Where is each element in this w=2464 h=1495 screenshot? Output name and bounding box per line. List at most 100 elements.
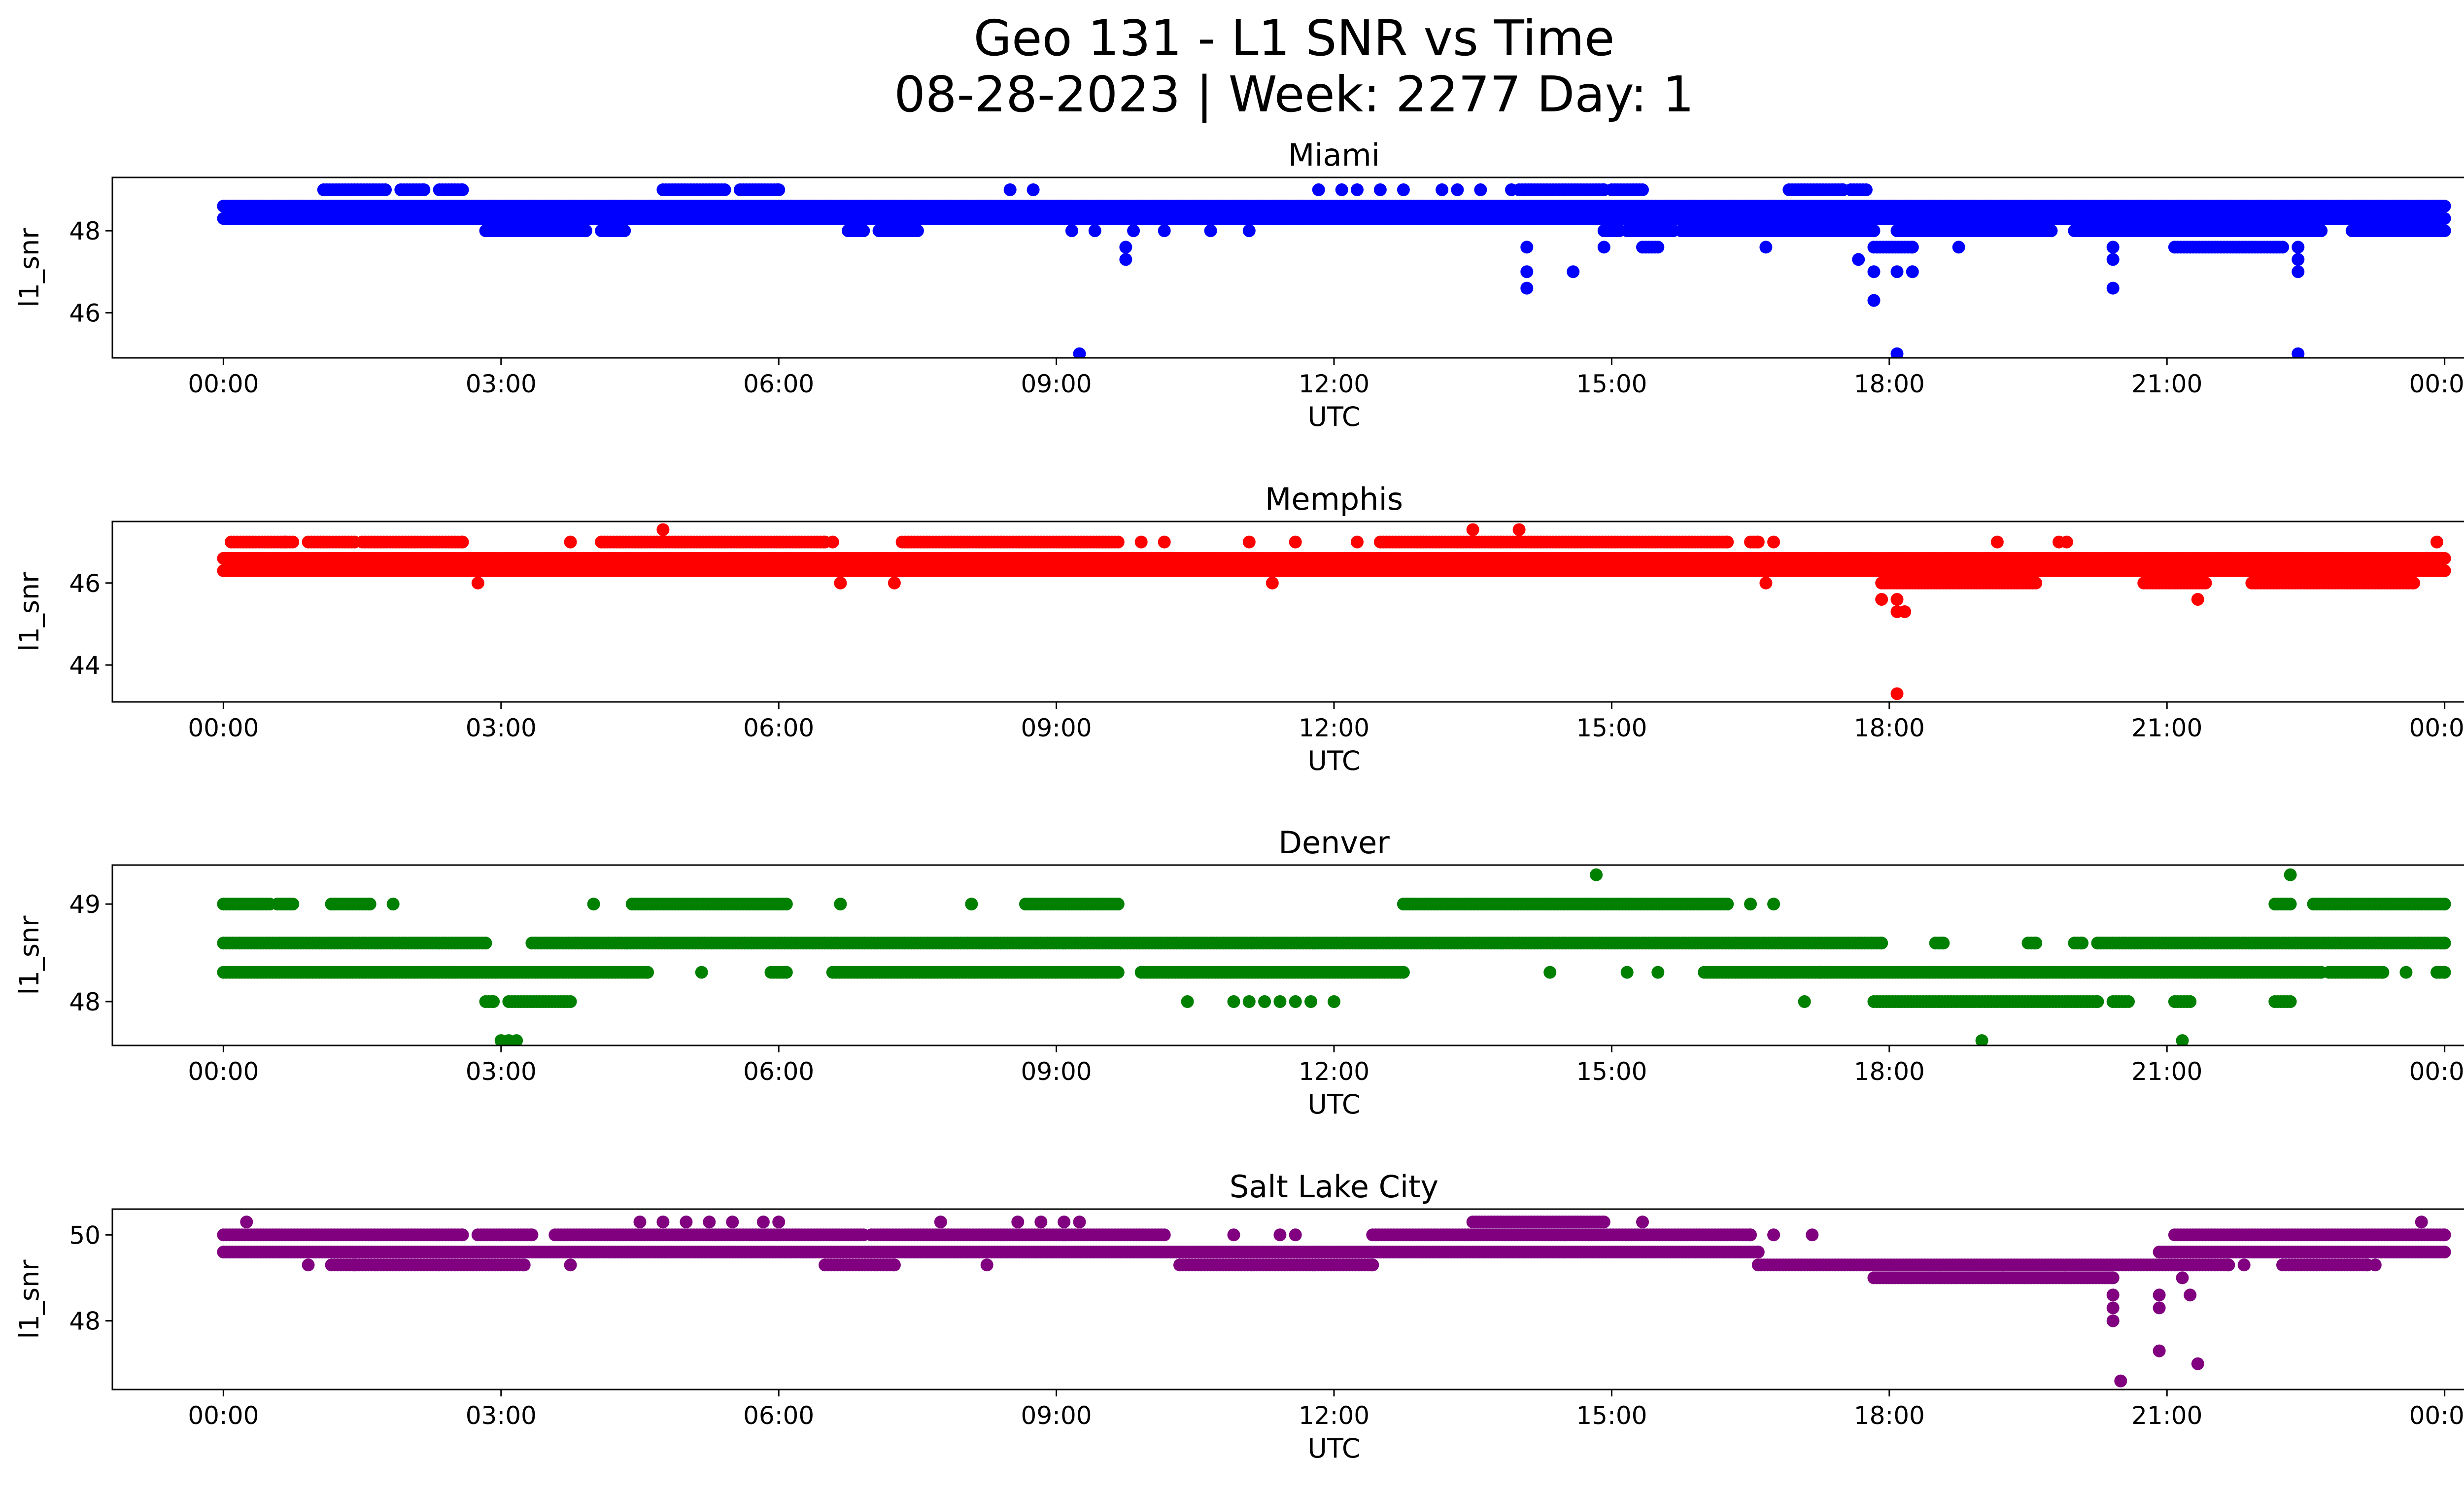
data-point [1759, 241, 1773, 254]
data-point [1397, 183, 1410, 196]
data-point [1859, 183, 1873, 196]
data-point [417, 183, 431, 196]
data-point [1890, 593, 1904, 606]
series-points [217, 183, 2451, 358]
data-point [2438, 212, 2451, 225]
x-tick-label: 09:00 [1021, 714, 1092, 742]
y-tick-label: 46 [69, 569, 101, 598]
data-point [1312, 183, 1325, 196]
data-point [2106, 241, 2120, 254]
data-point [718, 183, 731, 196]
x-tick-label: 12:00 [1299, 370, 1369, 398]
data-point [1505, 183, 1518, 196]
x-tick-label: 00:00 [188, 370, 259, 398]
data-point [1134, 535, 1148, 549]
data-point [2159, 212, 2172, 225]
data-point [2106, 281, 2120, 295]
data-point [2060, 535, 2073, 549]
data-point [1127, 224, 1140, 238]
data-point [471, 576, 484, 590]
data-point [2076, 937, 2089, 950]
data-point [2199, 576, 2212, 590]
data-point [772, 183, 786, 196]
data-point [1242, 535, 1256, 549]
x-tick-label: 18:00 [1854, 370, 1925, 398]
data-point [834, 576, 847, 590]
x-tick-label: 00:00 [2409, 714, 2464, 742]
data-point [780, 966, 793, 979]
data-point [1890, 687, 1904, 700]
data-point [379, 183, 392, 196]
data-point [1111, 535, 1125, 549]
data-point [1065, 224, 1078, 238]
data-point [656, 523, 670, 536]
data-point [1451, 183, 1464, 196]
data-point [2292, 253, 2305, 266]
data-point [2029, 937, 2043, 950]
data-point [1520, 281, 1534, 295]
data-point [1351, 183, 1364, 196]
data-point [1751, 535, 1765, 549]
data-point [2045, 224, 2058, 238]
data-point [1158, 535, 1171, 549]
data-point [1937, 937, 1950, 950]
figure-title-line-1: Geo 131 - L1 SNR vs Time [974, 9, 1615, 67]
data-point [579, 224, 592, 238]
x-tick-label: 06:00 [743, 370, 814, 398]
data-point [826, 535, 839, 549]
data-point [1759, 576, 1773, 590]
data-point [2407, 576, 2420, 590]
data-point [1119, 253, 1132, 266]
subplot-title: Miami [1288, 137, 1380, 173]
data-point [1867, 294, 1881, 307]
x-tick-label: 21:00 [2131, 370, 2202, 398]
data-point [1073, 347, 1086, 358]
data-point [1875, 937, 1888, 950]
subplot-title: Denver [1278, 825, 1390, 861]
data-point [2292, 265, 2305, 278]
subplot-title: Memphis [1265, 481, 1403, 517]
data-point [2292, 241, 2305, 254]
data-point [2276, 241, 2289, 254]
data-point [1003, 183, 1017, 196]
data-point [456, 183, 469, 196]
data-point [911, 224, 924, 238]
data-point [1636, 183, 1649, 196]
y-axis-label: l1_snr [14, 228, 45, 308]
y-tick-label: 48 [69, 217, 101, 245]
x-axis-label: UTC [1307, 745, 1360, 776]
y-tick-label: 46 [69, 299, 101, 328]
y-axis-label: l1_snr [14, 572, 45, 652]
data-point [1158, 224, 1171, 238]
data-point [1651, 241, 1665, 254]
x-tick-label: 00:00 [188, 714, 259, 742]
data-point [456, 535, 469, 549]
data-point [564, 535, 577, 549]
data-point [1890, 347, 1904, 358]
data-point [1597, 241, 1610, 254]
data-point [1351, 535, 1364, 549]
data-point [1242, 224, 1256, 238]
x-tick-label: 00:00 [2409, 370, 2464, 398]
data-point [1512, 523, 1526, 536]
data-point [2315, 224, 2328, 238]
data-point [479, 937, 492, 950]
data-point [857, 224, 870, 238]
data-point [2430, 535, 2443, 549]
data-point [1867, 265, 1881, 278]
data-point [1204, 224, 1217, 238]
data-point [1852, 253, 1865, 266]
data-point [1890, 265, 1904, 278]
x-tick-label: 09:00 [1021, 370, 1092, 398]
data-point [2438, 937, 2451, 950]
data-point [2029, 576, 2043, 590]
data-point [2438, 564, 2451, 577]
series-points [217, 523, 2451, 700]
data-point [618, 224, 631, 238]
data-point [2438, 552, 2451, 565]
x-tick-label: 21:00 [2131, 714, 2202, 742]
data-point [1111, 966, 1125, 979]
